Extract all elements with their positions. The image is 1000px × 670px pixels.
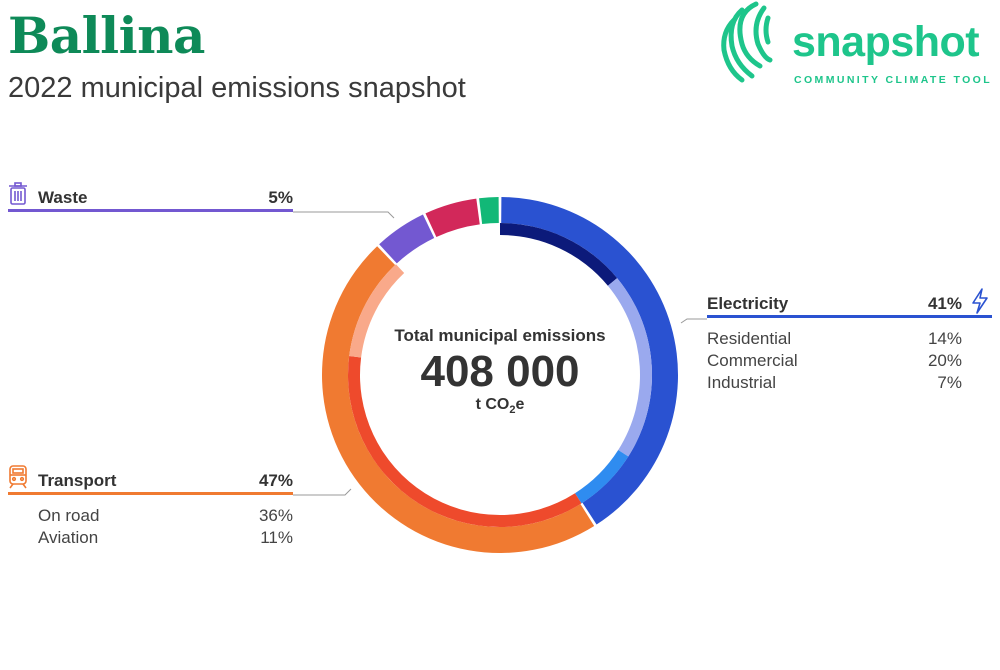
- outer-ring-segment-segment-5: [479, 197, 499, 225]
- subcategory-label: Industrial: [707, 373, 776, 392]
- category-percent: 41%: [927, 294, 962, 313]
- outer-ring-segment-waste: [379, 214, 435, 264]
- subcategory-on-road: On road 36%: [38, 503, 293, 525]
- subcategory-percent: 7%: [937, 373, 962, 392]
- category-percent: 5%: [268, 188, 293, 207]
- category-header: Waste 5%: [8, 182, 293, 212]
- outer-ring-segment-transport: [322, 246, 595, 553]
- inner-ring: [348, 223, 653, 527]
- subcategory-percent: 11%: [260, 528, 293, 547]
- outer-ring: [322, 197, 679, 553]
- inner-ring-segment-on-road: [348, 355, 582, 527]
- lightning-icon: [972, 288, 988, 314]
- category-header: Electricity 41%: [707, 288, 992, 318]
- category-percent: 47%: [258, 471, 293, 490]
- page-title: Ballina: [8, 6, 205, 65]
- category-label: Electricity: [707, 294, 789, 313]
- page-subtitle: 2022 municipal emissions snapshot: [8, 72, 466, 104]
- subcategory-aviation: Aviation 11%: [38, 525, 293, 547]
- category-electricity: Electricity 41% Residential 14% Commerci…: [707, 288, 992, 392]
- category-rule: [707, 315, 992, 318]
- subcategory-percent: 14%: [927, 329, 962, 348]
- total-unit: t CO2e: [370, 396, 630, 416]
- subcategory-residential: Residential 14%: [707, 326, 992, 348]
- subcategory-label: Aviation: [38, 528, 99, 547]
- unit-prefix: t CO: [475, 396, 510, 414]
- subcategory-commercial: Commercial 20%: [707, 348, 992, 370]
- inner-ring-segment-aviation: [349, 264, 405, 358]
- unit-suffix: e: [515, 396, 525, 414]
- category-label: Transport: [38, 471, 117, 490]
- total-value: 408 000: [420, 347, 580, 396]
- outer-ring-segment-segment-4: [425, 198, 480, 237]
- subcategory-label: Residential: [707, 329, 792, 348]
- logo-wordmark: snapshot: [792, 18, 980, 66]
- outer-ring-segment-electricity: [501, 197, 679, 525]
- category-waste: Waste 5%: [8, 182, 293, 212]
- subcategory-industrial: Industrial 7%: [707, 370, 992, 392]
- category-rule: [8, 492, 293, 495]
- category-transport: Transport 47% On road 36% Aviation 11%: [8, 465, 293, 547]
- leader-line-transport: [293, 488, 352, 496]
- category-rule: [8, 209, 293, 212]
- inner-ring-segment-residential: [500, 223, 618, 286]
- subcategory-percent: 36%: [258, 506, 293, 525]
- total-label: Total municipal emissions: [394, 326, 606, 345]
- leader-lines: [293, 211, 707, 496]
- leader-line-electricity: [680, 318, 707, 324]
- unit-subscript: 2: [509, 404, 516, 417]
- total-summary: Total municipal emissions 408 000 t CO2e: [370, 326, 630, 417]
- inner-ring-segment-industrial: [575, 450, 629, 504]
- subcategory-label: On road: [38, 506, 100, 525]
- leader-line-waste: [293, 211, 395, 219]
- fingerprint-logo-icon: [721, 1, 773, 83]
- category-label: Waste: [38, 188, 88, 207]
- snapshot-logo: snapshot COMMUNITY CLIMATE TOOL: [712, 0, 1000, 92]
- logo-tagline: COMMUNITY CLIMATE TOOL: [794, 74, 993, 86]
- category-header: Transport 47%: [8, 465, 293, 495]
- subcategory-percent: 20%: [927, 351, 962, 370]
- inner-ring-segment-commercial: [607, 278, 653, 457]
- subcategory-label: Commercial: [707, 351, 798, 370]
- train-icon: [9, 465, 27, 489]
- trash-icon: [9, 182, 27, 205]
